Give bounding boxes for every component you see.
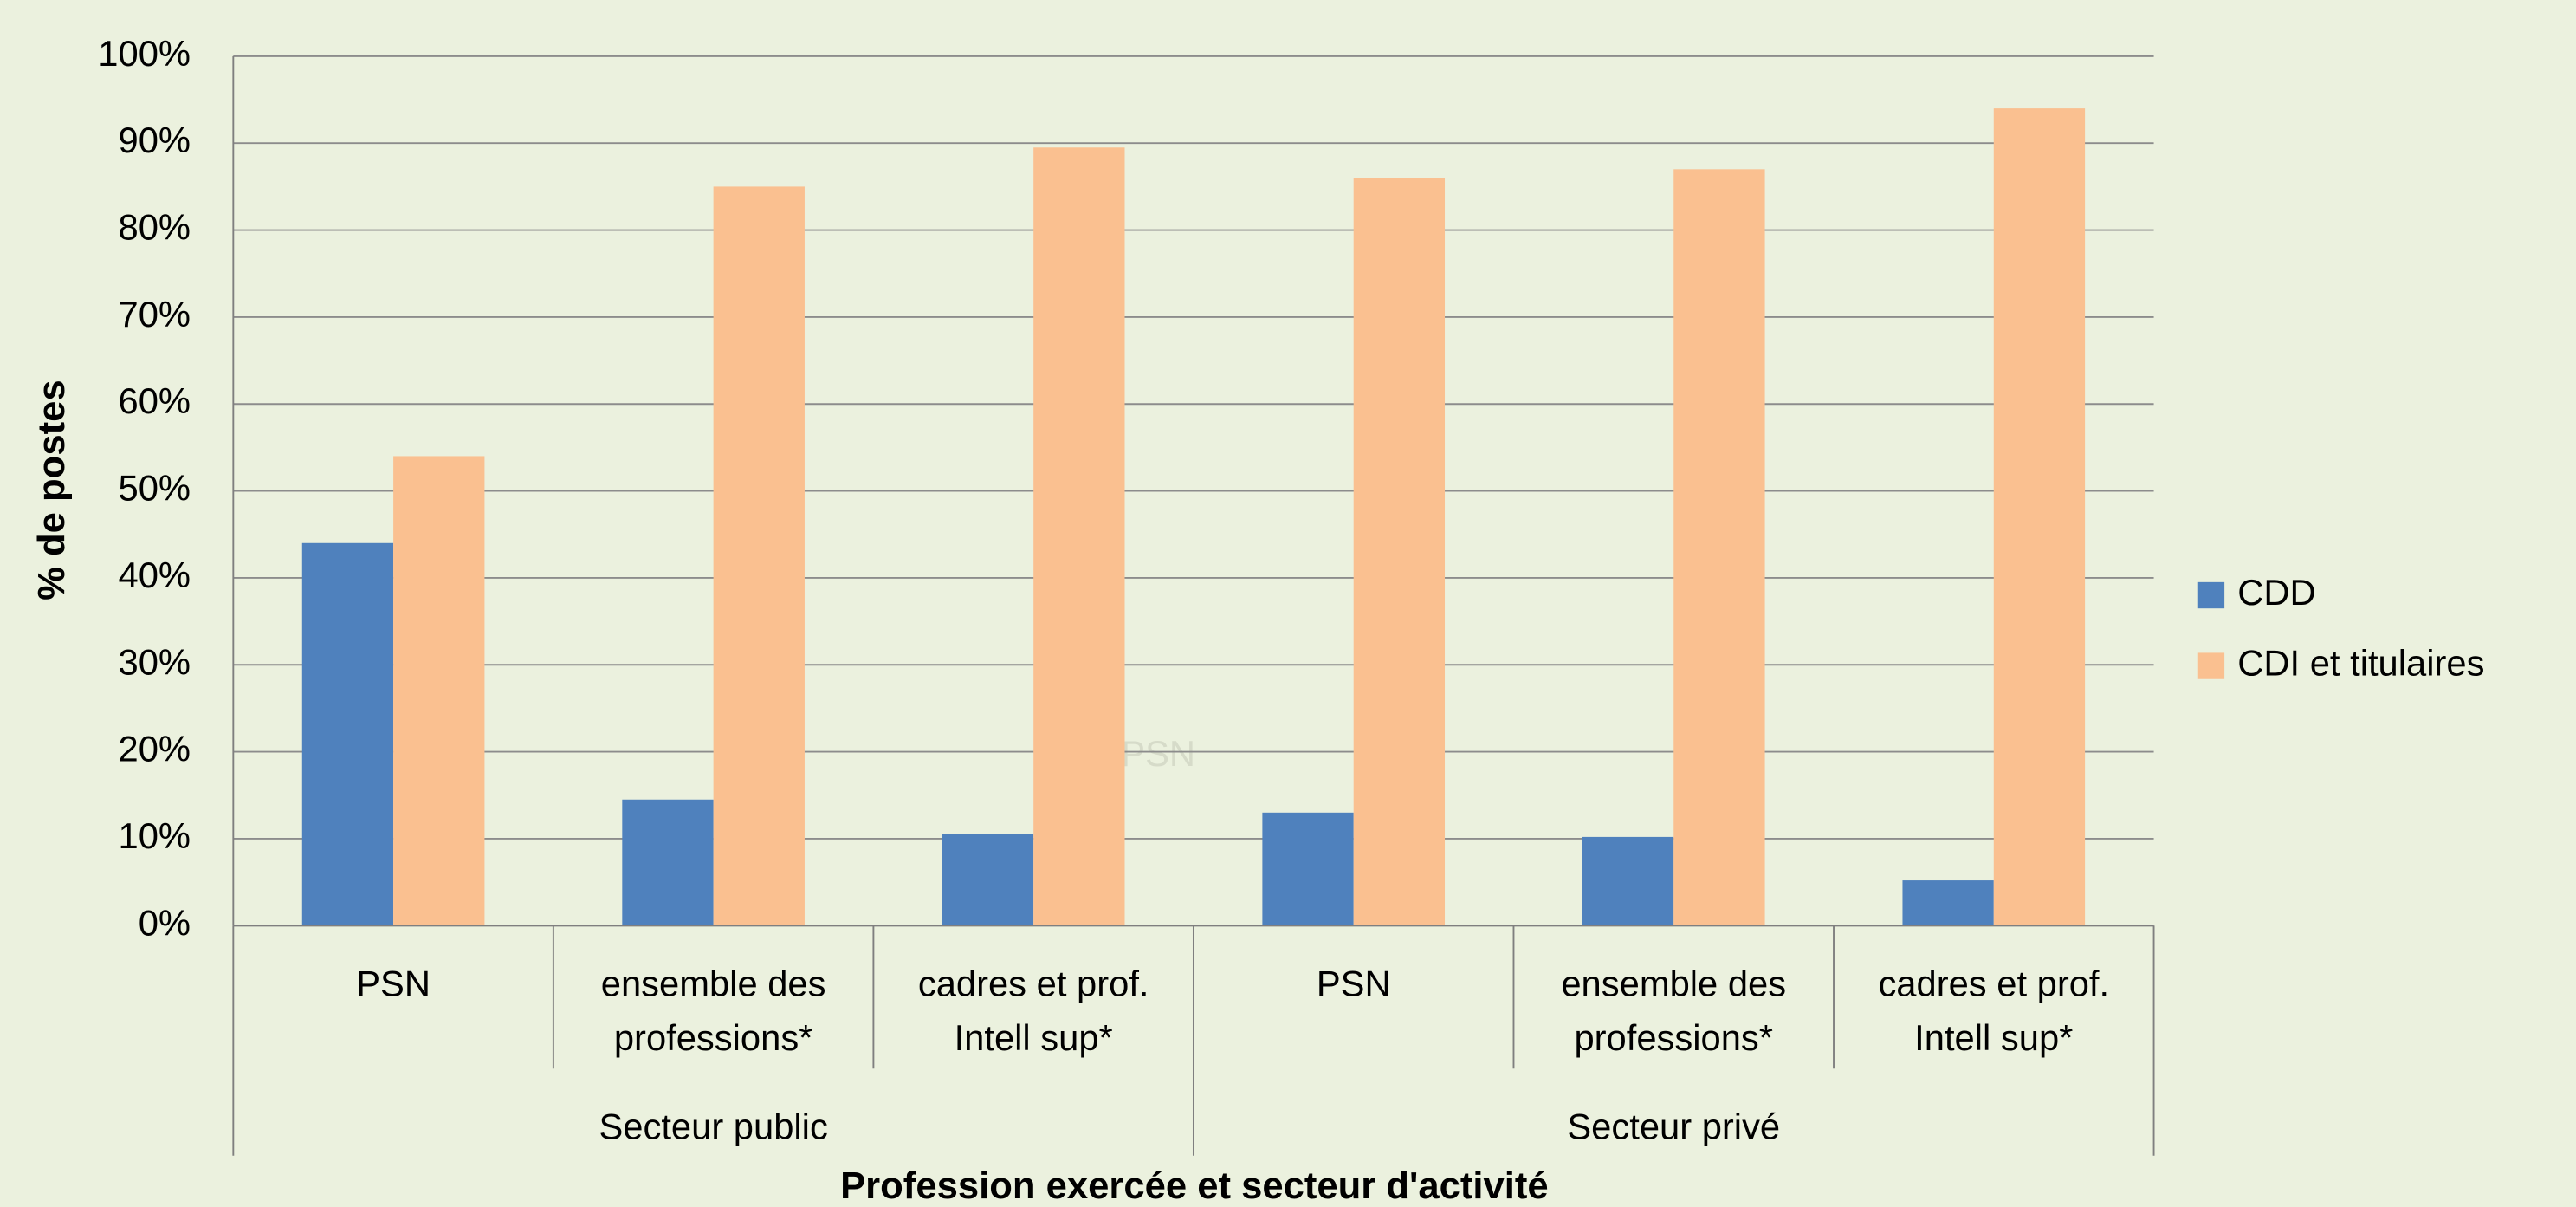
x-axis-title: Profession exercée et secteur d'activité — [840, 1165, 1549, 1207]
legend-label: CDI et titulaires — [2237, 643, 2484, 684]
watermark: PSN — [1121, 733, 1195, 774]
x-tick-label: professions* — [614, 1017, 813, 1058]
x-tick-label: cadres et prof. — [918, 963, 1149, 1003]
bar — [301, 542, 394, 926]
x-tick-label: PSN — [356, 963, 430, 1003]
bar — [393, 456, 485, 926]
y-tick-label: 40% — [119, 555, 191, 595]
y-axis-title: % de postes — [31, 380, 73, 600]
x-tick-label: PSN — [1317, 963, 1391, 1003]
y-tick-label: 50% — [119, 468, 191, 509]
legend-swatch — [2197, 652, 2225, 679]
bar — [1033, 147, 1125, 926]
y-tick-label: 100% — [98, 33, 191, 74]
bar — [713, 186, 805, 926]
x-tick-label: cadres et prof. — [1878, 963, 2109, 1003]
legend-label: CDD — [2237, 572, 2315, 613]
x-tick-label: ensemble des — [1561, 963, 1786, 1003]
legend-swatch — [2197, 581, 2225, 609]
x-tick-label: professions* — [1574, 1017, 1773, 1058]
bar — [1993, 108, 2086, 926]
y-tick-label: 20% — [119, 729, 191, 769]
x-tick-label: Intell sup* — [955, 1017, 1113, 1058]
y-tick-label: 10% — [119, 815, 191, 856]
bar — [622, 799, 714, 926]
group-label: Secteur public — [599, 1106, 827, 1146]
bar — [1262, 812, 1354, 926]
group-label: Secteur privé — [1567, 1106, 1780, 1146]
bar — [1673, 169, 1765, 926]
y-tick-label: 70% — [119, 294, 191, 334]
y-tick-label: 90% — [119, 120, 191, 160]
x-tick-label: Intell sup* — [1914, 1017, 2073, 1058]
y-tick-label: 80% — [119, 207, 191, 248]
bar — [942, 834, 1034, 926]
y-tick-label: 0% — [139, 902, 191, 943]
y-tick-label: 30% — [119, 641, 191, 682]
bar — [1582, 836, 1674, 926]
bar — [1353, 178, 1446, 926]
x-tick-label: ensemble des — [601, 963, 826, 1003]
bar — [1902, 880, 1994, 926]
y-tick-label: 60% — [119, 380, 191, 421]
